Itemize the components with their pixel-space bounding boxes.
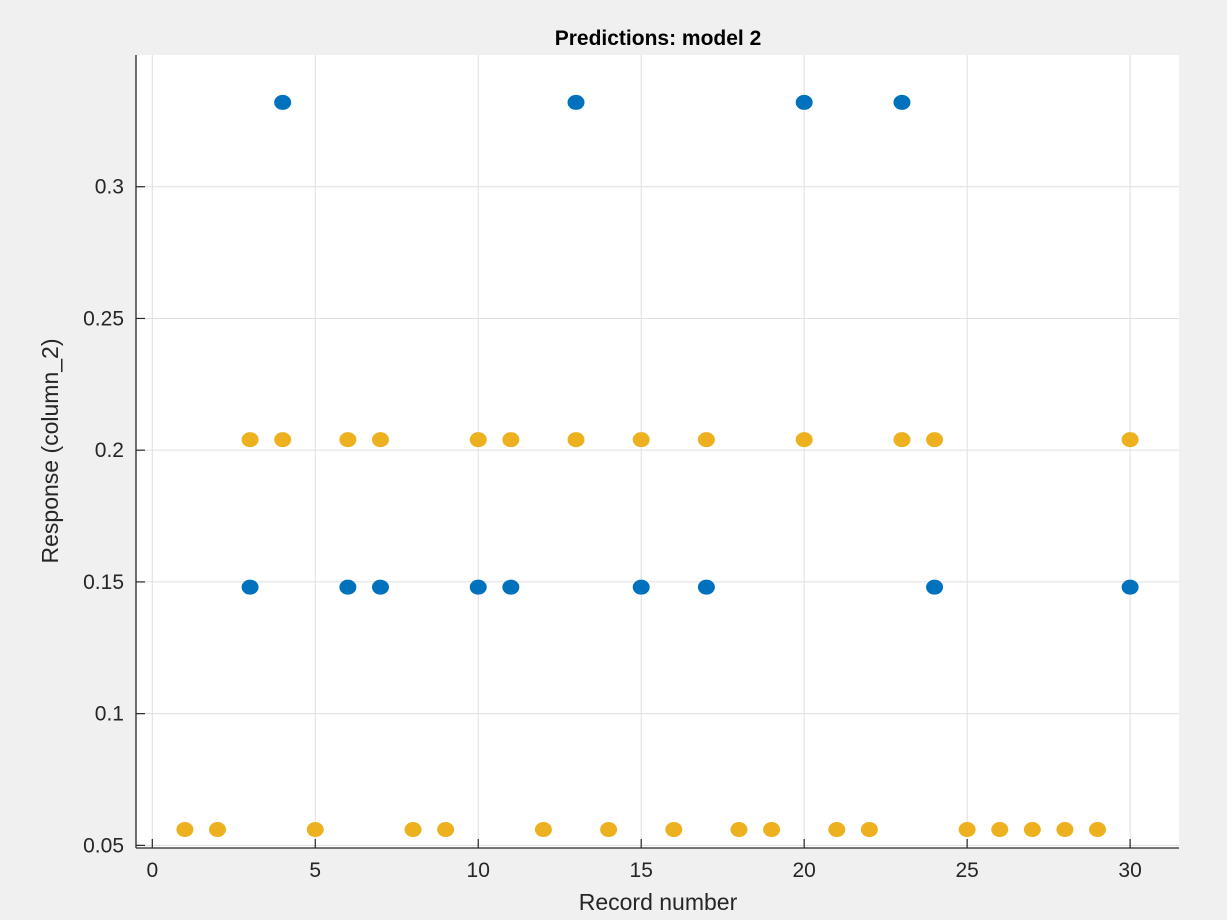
scatter-point <box>795 432 813 448</box>
x-tick-label: 15 <box>630 859 653 882</box>
scatter-point <box>1089 822 1107 838</box>
scatter-point <box>371 579 389 595</box>
scatter-point <box>730 822 748 838</box>
scatter-point <box>241 579 259 595</box>
scatter-point <box>469 432 487 448</box>
scatter-point <box>469 579 487 595</box>
y-tick-label: 0.2 <box>95 439 124 462</box>
scatter-point <box>371 432 389 448</box>
scatter-point <box>893 94 911 110</box>
scatter-point <box>926 432 944 448</box>
scatter-point <box>502 579 520 595</box>
scatter-point <box>1121 432 1139 448</box>
axes: 0 5 10 15 20 25 30 0.05 0.1 0.15 0.2 0.25 0.3 <box>83 55 1179 882</box>
x-tick-label: 20 <box>792 859 815 882</box>
x-tick-label: 0 <box>146 859 158 882</box>
scatter-point <box>632 432 650 448</box>
scatter-point <box>404 822 422 838</box>
scatter-point <box>1121 579 1139 595</box>
scatter-point <box>1056 822 1074 838</box>
scatter-point <box>274 94 292 110</box>
x-tick-label: 10 <box>467 859 490 882</box>
scatter-point <box>860 822 878 838</box>
scatter-point <box>697 432 715 448</box>
scatter-point <box>991 822 1009 838</box>
axes-background <box>136 55 1179 848</box>
scatter-point <box>306 822 324 838</box>
scatter-point <box>339 432 357 448</box>
data-points <box>176 94 1139 838</box>
x-tick-label: 5 <box>309 859 321 882</box>
scatter-point <box>502 432 520 448</box>
y-tick-label: 0.3 <box>95 176 124 199</box>
scatter-point <box>632 579 650 595</box>
scatter-point <box>763 822 781 838</box>
scatter-point <box>567 94 585 110</box>
x-tick-label: 30 <box>1118 859 1141 882</box>
y-axis-label: Response (column_2) <box>37 338 63 563</box>
x-axis-label: Record number <box>579 889 738 915</box>
x-tick-label: 25 <box>955 859 978 882</box>
scatter-point <box>567 432 585 448</box>
scatter-point <box>795 94 813 110</box>
scatter-point <box>600 822 618 838</box>
scatter-point <box>534 822 552 838</box>
scatter-point <box>893 432 911 448</box>
scatter-point <box>437 822 455 838</box>
y-tick-label: 0.05 <box>83 834 124 857</box>
scatter-point <box>241 432 259 448</box>
scatter-point <box>176 822 194 838</box>
scatter-point <box>208 822 226 838</box>
y-tick-label: 0.25 <box>83 307 124 330</box>
y-tick-label: 0.15 <box>83 571 124 594</box>
scatter-point <box>958 822 976 838</box>
scatter-point <box>1023 822 1041 838</box>
scatter-point <box>665 822 683 838</box>
scatter-point <box>274 432 292 448</box>
scatter-point <box>697 579 715 595</box>
y-tick-label: 0.1 <box>95 703 124 726</box>
scatter-point <box>828 822 846 838</box>
grid-lines <box>136 55 1179 848</box>
chart-title: Predictions: model 2 <box>555 27 762 50</box>
scatter-point <box>339 579 357 595</box>
scatter-point <box>926 579 944 595</box>
